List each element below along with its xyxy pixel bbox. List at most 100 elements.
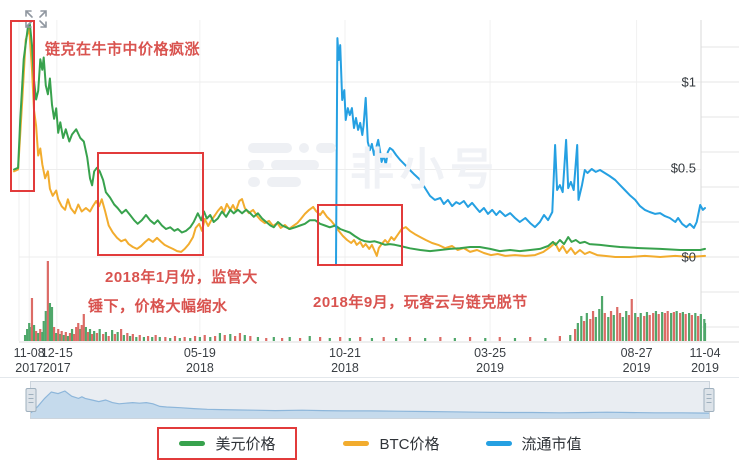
volume-bar bbox=[582, 321, 586, 341]
volume-bar bbox=[370, 338, 374, 341]
volume-bar bbox=[618, 313, 622, 341]
volume-bar bbox=[113, 334, 116, 341]
volume-bar bbox=[652, 313, 655, 341]
volume-bar bbox=[90, 334, 94, 341]
volume-bar bbox=[209, 337, 212, 341]
expand-icon[interactable] bbox=[21, 6, 51, 37]
volume-bar bbox=[576, 323, 579, 341]
annotation-bull-market: 链克在牛市中价格疯涨 bbox=[45, 41, 201, 58]
volume-bar bbox=[164, 337, 167, 341]
annotation-regulation-line2: 锤下，价格大幅缩水 bbox=[88, 298, 228, 315]
volume-bar bbox=[573, 329, 577, 341]
volume-bar bbox=[696, 316, 700, 341]
x-tick-label: 05-19 2018 bbox=[183, 346, 216, 375]
volume-bar bbox=[694, 313, 697, 341]
x-tick-label: 08-27 2019 bbox=[620, 346, 653, 375]
volume-bar bbox=[98, 329, 101, 341]
volume-bar bbox=[529, 337, 532, 341]
btc-price-label: BTC价格 bbox=[379, 436, 440, 453]
volume-bar bbox=[359, 337, 362, 341]
volume-bar bbox=[663, 313, 667, 341]
plot-area[interactable] bbox=[0, 0, 739, 346]
volume-bar bbox=[128, 336, 132, 341]
volume-bar bbox=[64, 332, 67, 341]
volume-bar bbox=[589, 319, 592, 341]
volume-bar bbox=[670, 313, 673, 341]
volume-bar bbox=[93, 331, 96, 341]
volume-bar bbox=[661, 312, 664, 341]
volume-bar bbox=[395, 338, 398, 341]
usd-price-label: 美元价格 bbox=[215, 436, 276, 453]
series-line-0 bbox=[13, 23, 706, 253]
volume-bar bbox=[59, 334, 62, 341]
volume-bar bbox=[439, 337, 442, 341]
volume-bar bbox=[672, 312, 676, 341]
volume-bar bbox=[298, 338, 302, 341]
volume-bar bbox=[666, 311, 669, 341]
volume-bar bbox=[198, 337, 201, 341]
volume-bar bbox=[249, 336, 252, 341]
volume-bar bbox=[339, 337, 342, 341]
volume-bar bbox=[151, 337, 154, 341]
legend-item-usd-price[interactable]: 美元价格 bbox=[157, 427, 298, 460]
volume-bar bbox=[603, 313, 606, 341]
y-axis-label-1: $1 bbox=[681, 74, 696, 90]
volume-bar bbox=[28, 323, 31, 341]
volume-bar bbox=[684, 314, 687, 341]
volume-bar bbox=[679, 313, 682, 341]
volume-bar bbox=[158, 337, 161, 341]
volume-bar bbox=[688, 313, 691, 341]
volume-bar bbox=[86, 332, 90, 341]
volume-bar bbox=[612, 315, 615, 341]
volume-bar bbox=[183, 337, 186, 341]
navigator-handle-right[interactable] bbox=[703, 388, 715, 412]
highlight-box-bull-spike bbox=[10, 20, 35, 192]
volume-bar bbox=[135, 337, 138, 341]
range-navigator[interactable] bbox=[25, 381, 715, 419]
volume-bar bbox=[44, 311, 47, 341]
volume-bar bbox=[643, 316, 646, 341]
volume-bar bbox=[681, 312, 684, 341]
usd-price-marker bbox=[179, 441, 206, 446]
volume-bar bbox=[265, 338, 268, 341]
navigator-line bbox=[31, 390, 709, 414]
volume-bar bbox=[675, 311, 678, 341]
y-axis-label-05: $0.5 bbox=[670, 160, 696, 176]
x-tick-label: 12-15 2017 bbox=[40, 346, 73, 375]
volume-bar bbox=[272, 337, 275, 341]
volume-bar bbox=[591, 311, 595, 341]
navigator-handle-left[interactable] bbox=[25, 388, 37, 412]
volume-bar bbox=[131, 334, 134, 341]
volume-bar bbox=[80, 325, 83, 341]
volume-bar bbox=[468, 337, 472, 341]
volume-bar bbox=[73, 334, 76, 341]
volume-bar bbox=[657, 314, 660, 341]
volume-bar bbox=[238, 333, 242, 341]
volume-bar bbox=[213, 336, 217, 341]
volume-bar bbox=[234, 336, 237, 341]
volume-bar bbox=[173, 336, 177, 341]
volume-bar bbox=[79, 329, 82, 341]
volume-bar bbox=[453, 338, 456, 341]
volume-bar bbox=[630, 299, 633, 341]
volume-bar bbox=[484, 338, 487, 341]
volume-bar bbox=[146, 336, 150, 341]
volume-bar bbox=[82, 314, 85, 341]
volume-bar bbox=[569, 335, 572, 341]
volume-bar bbox=[111, 330, 114, 341]
series-line-2 bbox=[335, 37, 706, 267]
volume-bar bbox=[690, 315, 693, 341]
volume-bar bbox=[229, 334, 232, 341]
volume-bar bbox=[88, 329, 92, 341]
volume-bar bbox=[281, 338, 284, 341]
legend-item-market-cap[interactable]: 流通市值 bbox=[485, 433, 582, 454]
volume-bar bbox=[625, 311, 628, 341]
volume-bar bbox=[23, 335, 27, 341]
volume-bar bbox=[382, 337, 385, 341]
volume-bar bbox=[95, 333, 99, 341]
volume-bar bbox=[648, 315, 651, 341]
x-tick-label: 11-08 2017 bbox=[13, 346, 45, 375]
legend-item-btc-price[interactable]: BTC价格 bbox=[343, 433, 440, 454]
volume-bar bbox=[70, 329, 74, 341]
